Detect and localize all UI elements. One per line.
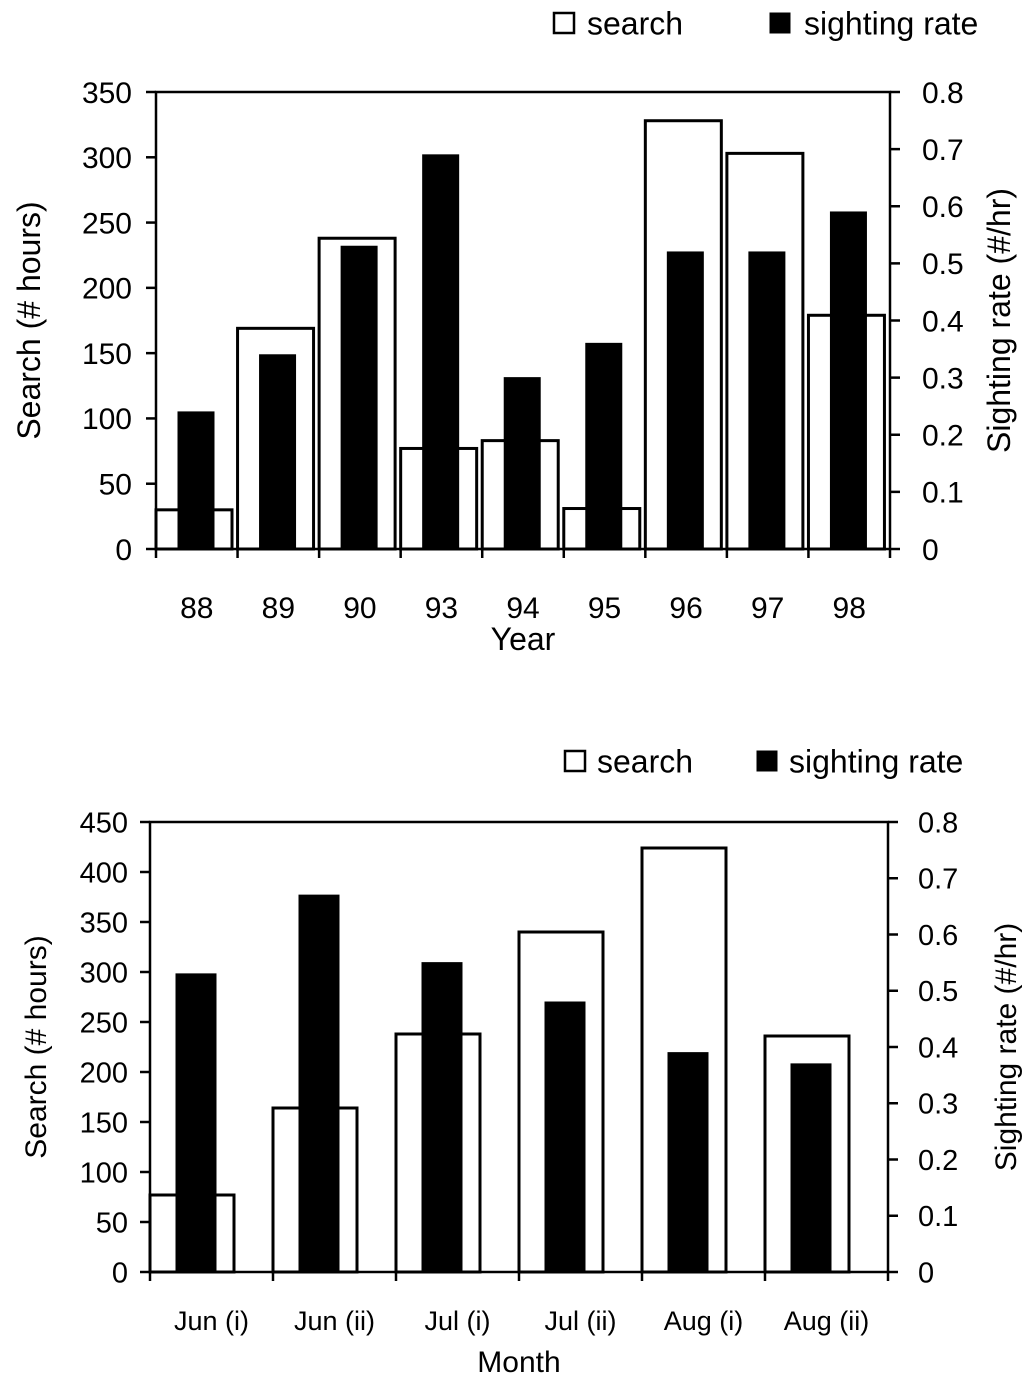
- y2-tick-label: 0.2: [922, 420, 964, 453]
- y-tick-label: 300: [82, 142, 132, 175]
- y2-tick-label: 0.1: [922, 477, 964, 510]
- y2-tick-label: 0.4: [922, 305, 964, 338]
- chart-monthly: 0 50 100 150 200 250 300 350 400 450 0 0.1 0.2 0.3 0.4…: [20, 744, 1023, 1379]
- x-tick-label: 90: [343, 592, 376, 625]
- y-tick-label: 50: [99, 469, 132, 502]
- y-axis-title: Search (# hours): [11, 201, 47, 439]
- y2-tick-label: 0.7: [922, 134, 964, 167]
- legend-label-sighting-rate: sighting rate: [789, 744, 963, 780]
- x-tick-label: 98: [833, 592, 866, 625]
- y2-tick-label: 0: [918, 1257, 934, 1289]
- legend-swatch-search: [563, 749, 587, 773]
- x-tick-label: Jul (i): [425, 1306, 491, 1336]
- y-tick-label: 150: [80, 1107, 128, 1139]
- bar-sighting-rate: [422, 154, 460, 550]
- x-axis-title: Month: [477, 1346, 560, 1379]
- y-tick-label: 300: [80, 957, 128, 989]
- legend-swatch-sighting-rate: [769, 12, 791, 34]
- bar-sighting-rate: [748, 251, 786, 550]
- y2-tick-label: 0.3: [922, 362, 964, 395]
- y-tick-label: 250: [82, 207, 132, 240]
- y2-tick-label: 0.6: [922, 191, 964, 224]
- y2-tick-label: 0.2: [918, 1145, 958, 1177]
- legend-label-search: search: [587, 6, 683, 42]
- bar-sighting-rate: [503, 377, 541, 550]
- y2-tick-label: 0.8: [918, 807, 958, 839]
- y-tick-label: 100: [82, 403, 132, 436]
- y-tick-label: 200: [82, 273, 132, 306]
- x-tick-label: 94: [506, 592, 539, 625]
- bar-sighting-rate: [666, 251, 704, 550]
- y-tick-label: 350: [82, 77, 132, 110]
- y2-tick-label: 0.5: [922, 248, 964, 281]
- x-tick-label: 97: [751, 592, 784, 625]
- legend-swatch-sighting-rate: [756, 750, 778, 772]
- y-tick-label: 200: [80, 1057, 128, 1089]
- bar-sighting-rate: [790, 1063, 832, 1273]
- y2-tick-label: 0: [922, 534, 939, 567]
- bar-sighting-rate: [298, 894, 340, 1273]
- x-tick-label: 89: [262, 592, 295, 625]
- y2-tick-label: 0.7: [918, 864, 958, 896]
- x-tick-label: Jun (ii): [294, 1306, 375, 1336]
- y2-tick-label: 0.4: [918, 1032, 958, 1064]
- y2-tick-label: 0.5: [918, 976, 958, 1008]
- legend-label-search: search: [597, 744, 693, 780]
- y-tick-label: 0: [115, 534, 132, 567]
- x-tick-label: 96: [669, 592, 702, 625]
- y-tick-label: 450: [80, 807, 128, 839]
- x-tick-label: Jun (i): [174, 1306, 249, 1336]
- bar-sighting-rate: [175, 973, 217, 1273]
- y2-tick-label: 0.1: [918, 1201, 958, 1233]
- bar-sighting-rate: [421, 962, 463, 1273]
- y-tick-label: 250: [80, 1007, 128, 1039]
- bar-sighting-rate: [585, 342, 623, 550]
- x-tick-label: Jul (ii): [545, 1306, 617, 1336]
- bar-sighting-rate: [544, 1001, 586, 1273]
- y-tick-label: 150: [82, 338, 132, 371]
- bar-sighting-rate: [259, 354, 297, 550]
- y-tick-label: 400: [80, 857, 128, 889]
- chart-yearly: 0 50 100 150 200 250 300 350 0 0.1 0.2 0.3 0.4 0.5 0.6…: [11, 6, 1017, 657]
- bar-sighting-rate: [667, 1052, 709, 1273]
- y2-axis-title: Sighting rate (#/hr): [981, 188, 1017, 453]
- bar-sighting-rate: [340, 245, 378, 550]
- y-tick-label: 100: [80, 1157, 128, 1189]
- bar-sighting-rate: [177, 411, 215, 550]
- x-tick-label: 88: [180, 592, 213, 625]
- x-tick-label: Aug (i): [664, 1306, 744, 1336]
- legend-label-sighting-rate: sighting rate: [804, 6, 978, 42]
- x-tick-label: 95: [588, 592, 621, 625]
- y2-tick-label: 0.6: [918, 920, 958, 952]
- y2-axis-title: Sighting rate (#/hr): [990, 923, 1023, 1171]
- y-axis-title: Search (# hours): [20, 935, 53, 1158]
- x-tick-label: Aug (ii): [784, 1306, 870, 1336]
- y2-tick-label: 0.3: [918, 1089, 958, 1121]
- x-tick-label: 93: [425, 592, 458, 625]
- y-tick-label: 0: [112, 1257, 128, 1289]
- y2-tick-label: 0.8: [922, 77, 964, 110]
- x-axis-title: Year: [491, 621, 556, 657]
- legend-swatch-search: [552, 11, 576, 35]
- y-tick-label: 50: [96, 1207, 128, 1239]
- bar-sighting-rate: [829, 211, 867, 550]
- y-tick-label: 350: [80, 907, 128, 939]
